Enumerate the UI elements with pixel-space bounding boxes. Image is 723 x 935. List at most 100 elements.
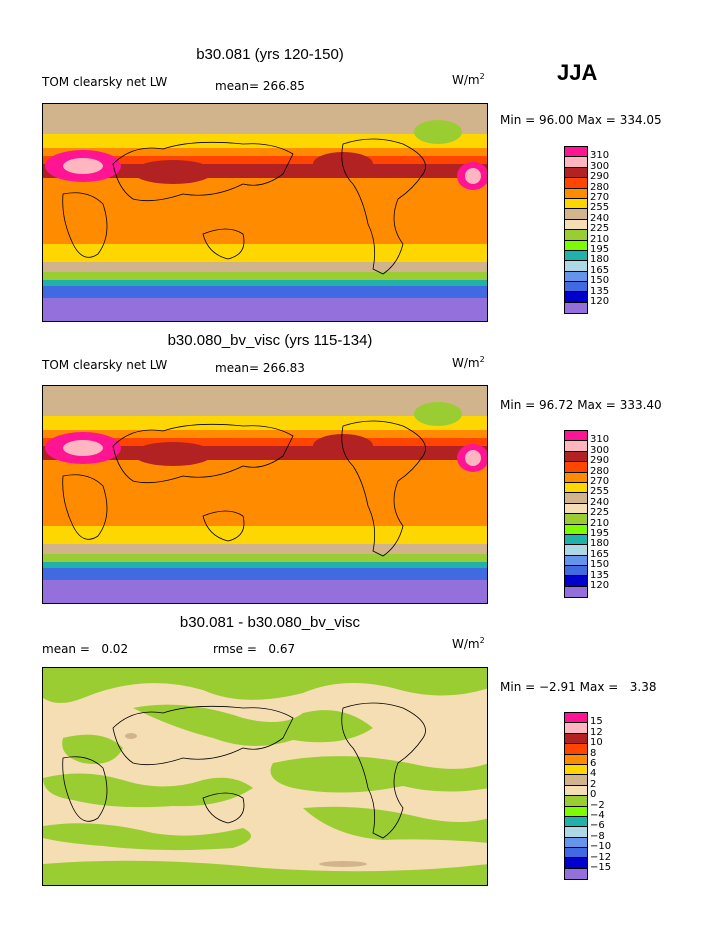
panel-1-map	[42, 103, 488, 322]
colorbar-level-label: 310	[590, 150, 610, 162]
panel-1-map-svg	[43, 104, 487, 321]
colorbar-swatch	[565, 816, 587, 828]
colorbar-level-label: 225	[590, 223, 610, 235]
colorbar-level-label: 255	[590, 486, 610, 498]
panel-2-variable: TOM clearsky net LW	[42, 358, 168, 372]
colorbar-swatch	[565, 848, 587, 859]
panel-3-units: W/m2	[452, 636, 485, 651]
panel-1-max-label: Max =	[577, 113, 616, 127]
colorbar-level-label: 270	[590, 192, 610, 203]
panel-2-minmax: Min = 96.72 Max = 333.40	[500, 398, 662, 412]
panel-3-colorbar	[564, 712, 588, 881]
colorbar-level-label: 195	[590, 244, 610, 255]
colorbar-swatch	[565, 292, 587, 303]
colorbar-swatch	[565, 188, 587, 199]
panel-2-max-label: Max =	[577, 398, 616, 412]
colorbar-swatch	[565, 147, 587, 158]
colorbar-level-label: −10	[590, 841, 612, 853]
colorbar-swatch	[565, 858, 587, 869]
colorbar-level-label: 310	[590, 434, 610, 446]
colorbar-swatch	[565, 451, 587, 463]
panel-2-units: W/m2	[452, 355, 485, 370]
colorbar-level-label: 12	[590, 726, 603, 738]
colorbar-level-label: 255	[590, 202, 610, 214]
colorbar-level-label: 135	[590, 285, 610, 297]
colorbar-swatch	[565, 733, 587, 745]
colorbar-swatch	[565, 240, 587, 251]
colorbar-level-label: 210	[590, 517, 610, 529]
colorbar-swatch	[565, 198, 587, 210]
panel-2-colorbar	[564, 430, 588, 599]
panel-2-map-svg	[43, 386, 487, 603]
panel-3-max-label: Max =	[579, 680, 619, 694]
colorbar-swatch	[565, 827, 587, 838]
colorbar-level-label: 225	[590, 507, 610, 519]
season-label: JJA	[557, 60, 598, 85]
colorbar-level-label: 180	[590, 538, 610, 550]
colorbar-level-label: −4	[590, 810, 605, 821]
colorbar-level-label: 270	[590, 476, 610, 487]
panel-1-colorbar	[564, 146, 588, 315]
colorbar-level-label: −8	[590, 830, 605, 842]
panel-3-mean-label: mean =	[42, 642, 90, 656]
colorbar-level-label: 280	[590, 465, 610, 477]
colorbar-swatch	[565, 524, 587, 535]
colorbar-level-label: 6	[590, 758, 597, 769]
colorbar-swatch	[565, 796, 587, 807]
colorbar-swatch	[565, 713, 587, 724]
panel-3-max-value: 3.38	[629, 680, 657, 694]
panel-2-mean-value: 266.83	[262, 361, 305, 375]
colorbar-swatch	[565, 441, 587, 452]
colorbar-swatch	[565, 493, 587, 504]
colorbar-swatch	[565, 534, 587, 546]
colorbar-swatch	[565, 754, 587, 765]
colorbar-level-label: 8	[590, 747, 597, 759]
colorbar-level-label: 240	[590, 496, 610, 508]
colorbar-level-label: 2	[590, 778, 597, 790]
colorbar-swatch	[565, 167, 587, 179]
panel-1-title: b30.081 (yrs 120-150)	[196, 46, 344, 63]
colorbar-level-label: 210	[590, 233, 610, 245]
colorbar-level-label: 165	[590, 548, 610, 560]
colorbar-swatch	[565, 837, 587, 849]
colorbar-swatch	[565, 586, 587, 598]
panel-2-max-value: 333.40	[619, 398, 662, 412]
colorbar-level-label: 150	[590, 275, 610, 287]
colorbar-swatch	[565, 250, 587, 262]
panel-2-mean: mean= 266.83	[215, 361, 305, 375]
colorbar-swatch	[565, 576, 587, 587]
colorbar-level-label: 300	[590, 444, 610, 456]
colorbar-swatch	[565, 282, 587, 293]
colorbar-level-label: −12	[590, 851, 612, 863]
colorbar-level-label: −15	[590, 862, 612, 873]
panel-3-units-exp: 2	[479, 636, 485, 645]
panel-1-min-value: 96.00	[539, 113, 574, 127]
panel-2-units-base: W/m	[452, 356, 480, 370]
panel-1-minmax: Min = 96.00 Max = 334.05	[500, 113, 662, 127]
colorbar-level-label: −6	[590, 820, 605, 832]
colorbar-swatch	[565, 555, 587, 567]
panel-3-mean-value: 0.02	[101, 642, 129, 656]
colorbar-swatch	[565, 545, 587, 556]
colorbar-swatch	[565, 785, 587, 797]
panel-2-min-value: 96.72	[539, 398, 574, 412]
colorbar-swatch	[565, 157, 587, 168]
colorbar-level-label: 10	[590, 737, 603, 749]
panel-3-min-value: −2.91	[539, 680, 576, 694]
colorbar-level-label: 240	[590, 212, 610, 224]
colorbar-level-label: 0	[590, 789, 597, 801]
colorbar-swatch	[565, 775, 587, 786]
panel-2-map	[42, 385, 488, 604]
colorbar-level-label: 150	[590, 559, 610, 571]
panel-3-mean: mean = 0.02	[42, 642, 128, 656]
panel-1-mean-value: 266.85	[262, 79, 305, 93]
colorbar-level-label: 15	[590, 716, 603, 728]
colorbar-swatch	[565, 431, 587, 442]
panel-3-units-base: W/m	[452, 637, 480, 651]
panel-1-units: W/m2	[452, 72, 485, 87]
panel-2-units-exp: 2	[479, 355, 485, 364]
colorbar-swatch	[565, 503, 587, 515]
colorbar-level-label: 290	[590, 455, 610, 467]
colorbar-swatch	[565, 261, 587, 272]
colorbar-swatch	[565, 271, 587, 283]
